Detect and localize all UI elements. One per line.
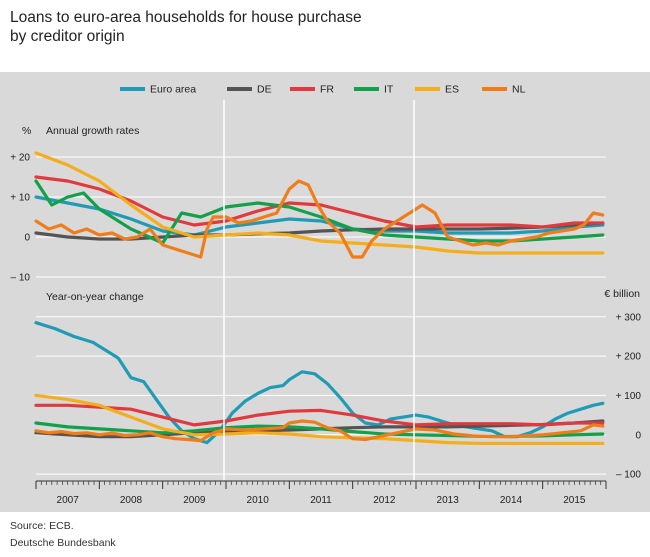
plot-background (0, 72, 650, 512)
x-tick-label: 2010 (247, 495, 270, 506)
y-tick-label: + 200 (616, 352, 642, 363)
series-line-euro-area (34, 195, 605, 237)
y-tick-label: – 100 (616, 470, 641, 481)
y-tick-label: + 20 (10, 153, 30, 164)
y-tick-label: + 100 (616, 391, 642, 402)
series-line-fr (34, 403, 605, 427)
x-tick-label: 2013 (437, 495, 460, 506)
legend-label: Euro area (150, 84, 196, 96)
y-tick-label: 0 (24, 233, 30, 244)
series-line-it (34, 179, 605, 245)
legend-label: ES (445, 84, 459, 96)
x-tick-label: 2015 (563, 495, 586, 506)
series-line-es (34, 393, 605, 445)
source-line-2: Deutsche Bundesbank (10, 537, 116, 549)
title-line-2: by creditor origin (10, 28, 125, 45)
y-tick-label: – 10 (11, 273, 31, 284)
series-line-fr (34, 175, 605, 229)
source-note: Source: ECB. Deutsche Bundesbank (10, 518, 116, 552)
series-line-nl (34, 179, 605, 259)
series-line-nl (34, 419, 605, 443)
unit-label: € billion (604, 288, 640, 300)
panel-title: Annual growth rates (46, 125, 139, 137)
x-tick-label: 2008 (120, 495, 143, 506)
x-tick-label: 2007 (57, 495, 80, 506)
x-tick-label: 2009 (183, 495, 206, 506)
legend-label: IT (384, 84, 394, 96)
legend: Euro area DE FR IT ES NL (120, 84, 526, 96)
panel-title: Year-on-year change (46, 291, 144, 303)
legend-label: FR (320, 84, 334, 96)
chart-title: Loans to euro-area households for house … (10, 8, 570, 46)
y-tick-label: + 300 (616, 312, 642, 323)
x-tick-label: 2014 (500, 495, 523, 506)
source-line-1: Source: ECB. (10, 520, 74, 532)
x-tick-label: 2012 (373, 495, 396, 506)
title-line-1: Loans to euro-area households for house … (10, 9, 362, 26)
x-tick-label: 2011 (310, 495, 332, 506)
legend-label: NL (512, 84, 526, 96)
y-tick-label: 0 (635, 430, 641, 441)
x-axis: 2007 2008 2009 2010 2011 2012 2013 2014 2015 (0, 100, 650, 511)
x-axis-band (0, 481, 650, 511)
panel-year-on-year: – 100 0 + 100 + 200 + 300 Year-on-year change… (34, 288, 642, 481)
legend-label: DE (257, 84, 272, 96)
unit-label: % (22, 125, 31, 137)
series-line-es (34, 151, 605, 255)
y-tick-label: + 10 (10, 193, 30, 204)
panel-annual-growth: – 10 0 + 10 + 20 Annual growth rates% (10, 125, 606, 284)
